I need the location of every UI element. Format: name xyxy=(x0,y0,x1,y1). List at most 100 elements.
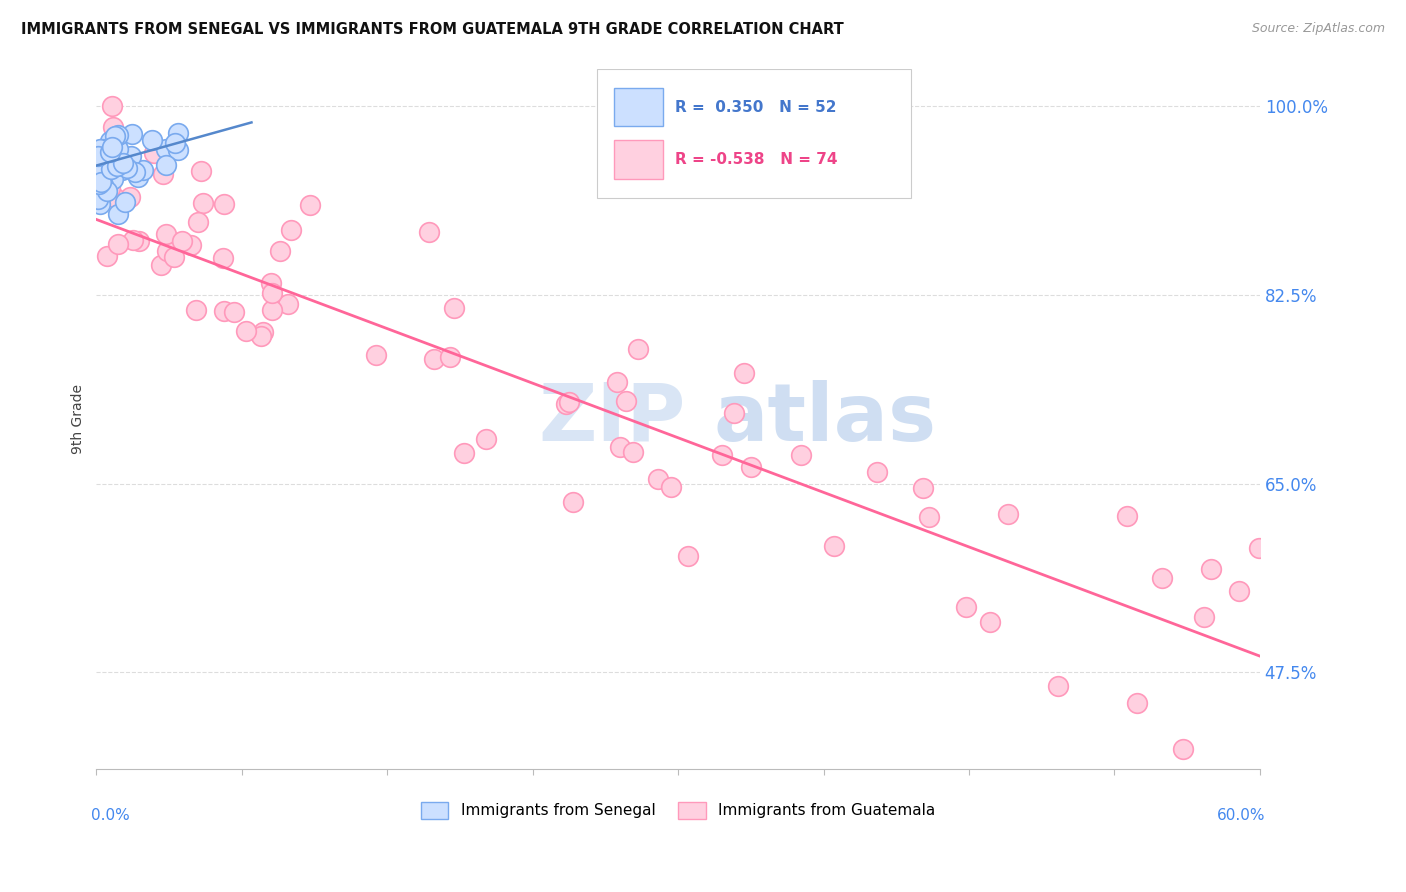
Y-axis label: 9th Grade: 9th Grade xyxy=(72,384,86,454)
Point xyxy=(260,276,283,290)
Point xyxy=(87,160,110,174)
Point xyxy=(142,145,165,160)
Point xyxy=(90,156,112,170)
Point xyxy=(100,161,122,176)
Text: atlas: atlas xyxy=(713,380,936,458)
Point xyxy=(89,142,111,156)
Point xyxy=(94,165,117,179)
Point xyxy=(647,472,669,486)
Point xyxy=(191,195,214,210)
Point xyxy=(152,167,174,181)
Point xyxy=(269,244,291,259)
Point xyxy=(252,325,274,339)
Point xyxy=(280,223,302,237)
Point xyxy=(364,348,387,362)
Point xyxy=(789,448,811,462)
Point xyxy=(89,155,111,169)
Point xyxy=(96,182,118,196)
Point xyxy=(659,480,682,494)
Point xyxy=(93,155,115,169)
Point xyxy=(627,342,650,356)
Point xyxy=(114,195,136,210)
Point xyxy=(107,143,129,157)
Point xyxy=(98,181,121,195)
Point xyxy=(120,148,142,162)
Point xyxy=(89,171,111,186)
Point xyxy=(1192,609,1215,624)
Point xyxy=(90,142,112,156)
Point xyxy=(87,177,110,191)
Point xyxy=(107,207,129,221)
Text: 0.0%: 0.0% xyxy=(90,808,129,822)
Point xyxy=(89,196,111,211)
Point xyxy=(107,157,129,171)
Point xyxy=(120,190,142,204)
Point xyxy=(156,244,179,259)
Point xyxy=(235,324,257,338)
Point xyxy=(94,143,117,157)
Point xyxy=(711,448,734,462)
Point xyxy=(277,297,299,311)
Point xyxy=(180,238,202,252)
FancyBboxPatch shape xyxy=(614,140,664,179)
Point xyxy=(94,170,117,185)
Point xyxy=(212,197,235,211)
Point xyxy=(127,169,149,184)
Point xyxy=(87,169,110,183)
Point xyxy=(1150,571,1173,585)
Point xyxy=(555,396,578,410)
Point xyxy=(250,329,273,343)
Point xyxy=(453,446,475,460)
Point xyxy=(87,165,110,179)
Point xyxy=(955,600,977,615)
Point xyxy=(100,99,122,113)
Point xyxy=(91,178,114,192)
Point xyxy=(621,445,644,459)
Point xyxy=(299,198,322,212)
Point xyxy=(101,140,124,154)
Point xyxy=(912,481,935,495)
Point xyxy=(190,164,212,178)
Point xyxy=(443,301,465,315)
Point xyxy=(155,227,177,242)
Point xyxy=(90,169,112,184)
Point xyxy=(1171,742,1194,756)
Point xyxy=(676,549,699,564)
Point xyxy=(104,129,127,144)
Point xyxy=(1047,680,1070,694)
Point xyxy=(115,161,138,175)
Point xyxy=(112,155,135,169)
Point xyxy=(606,375,628,389)
Text: Source: ZipAtlas.com: Source: ZipAtlas.com xyxy=(1251,22,1385,36)
Point xyxy=(260,286,283,301)
Point xyxy=(733,366,755,380)
Text: R =  0.350   N = 52: R = 0.350 N = 52 xyxy=(675,100,837,114)
Point xyxy=(111,163,134,178)
Point xyxy=(98,145,121,159)
Point xyxy=(979,615,1001,629)
Point xyxy=(1125,696,1147,710)
Point xyxy=(98,134,121,148)
Point xyxy=(262,303,284,318)
Point xyxy=(558,394,581,409)
Point xyxy=(1116,509,1139,524)
Point xyxy=(212,251,235,265)
Point xyxy=(141,133,163,147)
Point xyxy=(155,158,177,172)
Point xyxy=(184,302,207,317)
Point xyxy=(155,141,177,155)
Point xyxy=(132,162,155,177)
FancyBboxPatch shape xyxy=(614,87,664,127)
Point xyxy=(222,305,245,319)
Point xyxy=(103,153,125,167)
Point xyxy=(997,508,1019,522)
Point xyxy=(166,144,188,158)
Point xyxy=(162,250,184,264)
Point xyxy=(439,350,461,364)
Point xyxy=(172,234,194,248)
Point xyxy=(107,128,129,143)
Point xyxy=(87,148,110,162)
Point xyxy=(93,168,115,182)
Point xyxy=(187,215,209,229)
Point xyxy=(1247,541,1270,555)
